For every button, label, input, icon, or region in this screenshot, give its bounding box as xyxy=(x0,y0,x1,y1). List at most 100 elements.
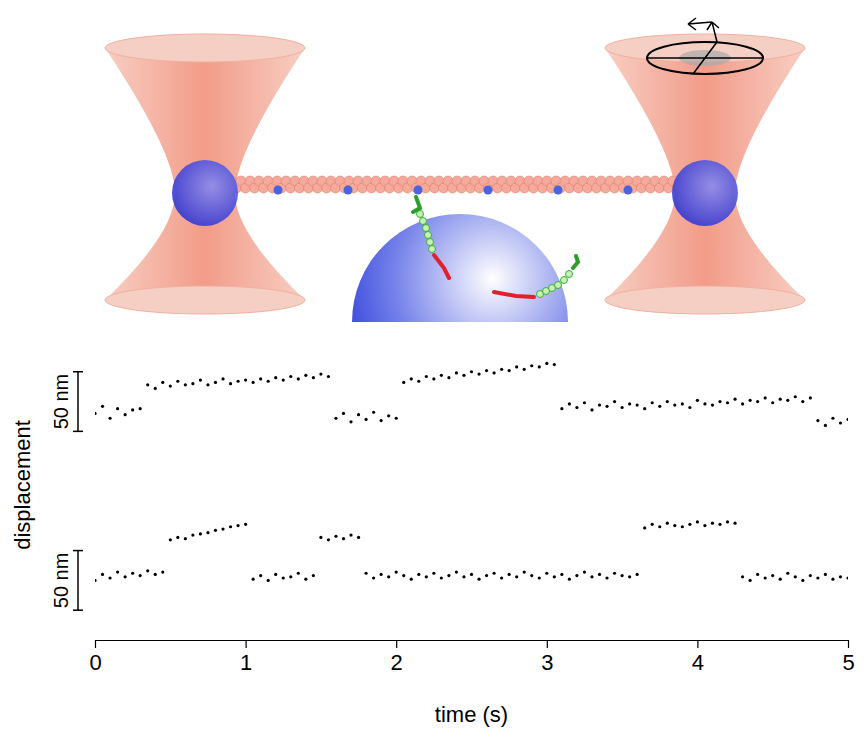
x-tick-label: 3 xyxy=(541,650,553,675)
myosin-segment xyxy=(423,225,430,232)
polarizer-ring xyxy=(647,42,763,74)
data-point xyxy=(214,529,217,532)
filament-marker xyxy=(624,186,633,195)
x-tick-label: 5 xyxy=(842,650,854,675)
data-point xyxy=(846,576,848,579)
data-point xyxy=(282,378,285,381)
data-point xyxy=(252,381,255,384)
data-point xyxy=(515,575,518,578)
data-point xyxy=(726,520,729,523)
x-tick-mark xyxy=(697,640,698,648)
data-point xyxy=(154,573,157,576)
myosin-head xyxy=(413,197,420,212)
data-point xyxy=(455,371,458,374)
data-point xyxy=(357,536,360,539)
x-tick-mark xyxy=(95,640,96,648)
data-point xyxy=(417,573,420,576)
data-point xyxy=(124,413,127,416)
myosin-segment xyxy=(566,271,573,278)
data-point xyxy=(274,376,277,379)
scale-bar: 50 nm xyxy=(50,551,83,611)
data-point xyxy=(131,408,134,411)
myosin-segment xyxy=(561,277,568,284)
myosin-segment xyxy=(555,282,562,289)
data-point xyxy=(764,576,767,579)
data-point xyxy=(364,418,367,421)
data-point xyxy=(372,411,375,414)
data-point xyxy=(236,380,239,383)
x-tick-label: 0 xyxy=(89,650,101,675)
data-point xyxy=(116,570,119,573)
data-point xyxy=(334,417,337,420)
data-point xyxy=(508,573,511,576)
data-point xyxy=(470,573,473,576)
data-point xyxy=(605,576,608,579)
data-point xyxy=(199,532,202,535)
data-point xyxy=(846,418,848,421)
data-point xyxy=(229,525,232,528)
data-point xyxy=(259,574,262,577)
data-point xyxy=(169,384,172,387)
data-point xyxy=(425,575,428,578)
data-point xyxy=(771,574,774,577)
data-point xyxy=(462,575,465,578)
x-tick-mark xyxy=(547,640,548,648)
myosin-tail xyxy=(434,255,449,278)
data-point xyxy=(553,575,556,578)
laser-trap xyxy=(605,34,805,314)
data-point xyxy=(95,579,97,582)
filament-marker xyxy=(274,186,283,195)
data-point xyxy=(259,377,262,380)
data-point xyxy=(146,383,149,386)
data-point xyxy=(387,575,390,578)
data-point xyxy=(816,419,819,422)
data-point xyxy=(636,404,639,407)
data-point xyxy=(666,522,669,525)
data-point xyxy=(289,575,292,578)
y-axis-title: displacement xyxy=(10,420,35,550)
x-tick-label: 2 xyxy=(391,650,403,675)
data-point xyxy=(297,572,300,575)
scale-bar-line xyxy=(77,372,79,432)
data-point xyxy=(425,375,428,378)
data-point xyxy=(244,523,247,526)
x-tick: 0 xyxy=(89,640,101,675)
data-point xyxy=(749,579,752,582)
data-point xyxy=(485,574,488,577)
data-point xyxy=(395,417,398,420)
laser-trap xyxy=(105,34,305,314)
data-point xyxy=(741,575,744,578)
data-point xyxy=(206,383,209,386)
data-point xyxy=(380,573,383,576)
data-point xyxy=(560,573,563,576)
data-point xyxy=(515,365,518,368)
data-point xyxy=(590,575,593,578)
myosin-segment xyxy=(425,232,432,239)
data-point xyxy=(304,578,307,581)
data-point xyxy=(666,400,669,403)
data-point xyxy=(553,363,556,366)
data-point xyxy=(598,573,601,576)
data-point xyxy=(703,524,706,527)
data-point xyxy=(176,536,179,539)
figure: 012345time (s)displacement50 nm50 nm xyxy=(0,0,868,741)
data-point xyxy=(101,405,104,408)
data-point xyxy=(116,407,119,410)
data-point xyxy=(839,421,842,424)
data-point xyxy=(824,573,827,576)
data-point xyxy=(327,538,330,541)
data-point xyxy=(560,407,563,410)
scale-bar: 50 nm xyxy=(50,372,83,432)
data-point xyxy=(590,408,593,411)
x-tick: 1 xyxy=(240,640,252,675)
data-point xyxy=(801,579,804,582)
x-tick-mark xyxy=(396,640,397,648)
data-point xyxy=(267,579,270,582)
data-point xyxy=(342,412,345,415)
data-point xyxy=(124,575,127,578)
data-point xyxy=(500,368,503,371)
data-point xyxy=(575,574,578,577)
data-point xyxy=(372,576,375,579)
scale-bar-cap xyxy=(73,609,83,611)
data-point xyxy=(492,572,495,575)
